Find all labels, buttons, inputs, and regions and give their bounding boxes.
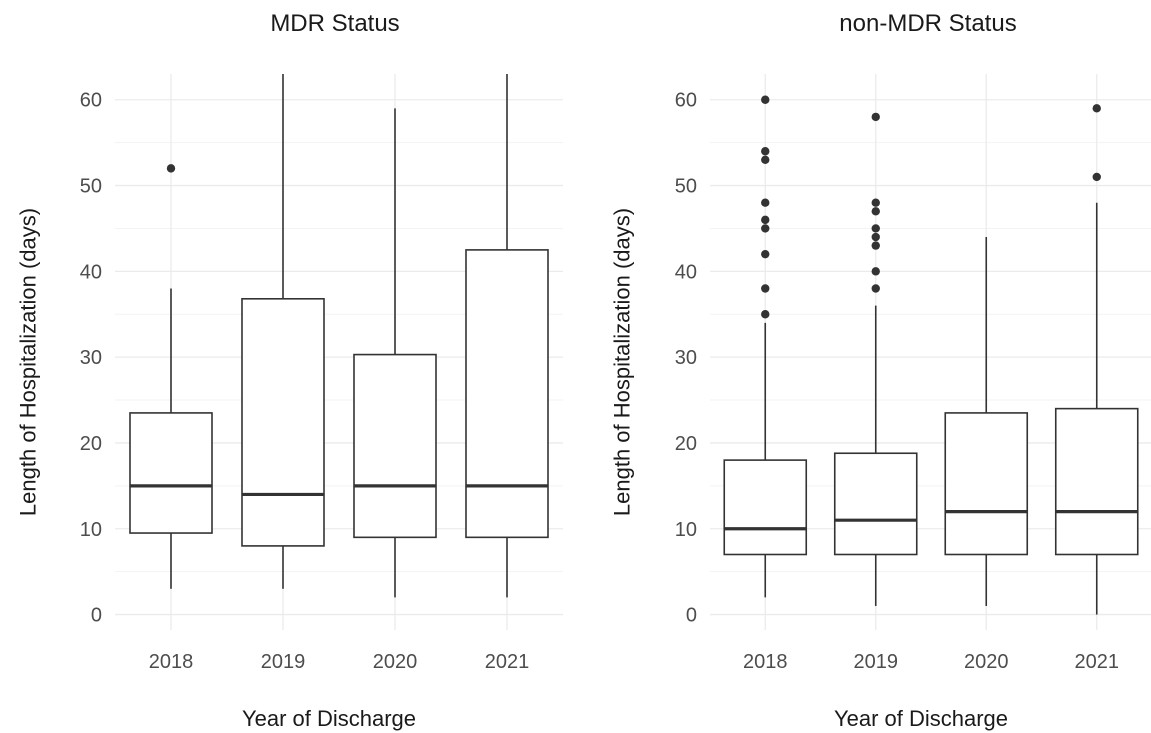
box-iqr	[129, 412, 213, 534]
box-iqr	[1054, 407, 1139, 556]
outlier-point	[871, 284, 880, 293]
x-tick-label: 2020	[373, 651, 418, 673]
outlier-point	[871, 207, 880, 216]
outlier-point	[871, 224, 880, 233]
box-iqr	[465, 249, 549, 539]
box-2018	[723, 95, 808, 598]
y-tick-label: 0	[91, 605, 102, 627]
outlier-point	[761, 95, 770, 104]
y-tick-label: 50	[675, 176, 697, 198]
box-2021	[1054, 104, 1139, 615]
y-axis-title: Length of Hospitalization (days)	[610, 208, 635, 516]
outlier-point	[871, 112, 880, 122]
box-2021	[465, 74, 549, 598]
y-tick-label: 30	[80, 347, 102, 369]
outlier-point	[761, 215, 770, 225]
box-iqr	[833, 452, 918, 556]
panel-non-mdr: 0 10 20 30 40 50 60 2018 2019 2020 2021 non-MDR Sta…	[610, 10, 1151, 731]
outlier-point	[761, 224, 770, 233]
box-2019	[833, 112, 918, 606]
outlier-point	[1092, 104, 1101, 113]
y-tick-label: 60	[80, 90, 102, 112]
y-tick-label: 10	[675, 519, 697, 541]
x-tick-label: 2021	[1075, 651, 1120, 673]
y-tick-label: 60	[675, 90, 697, 112]
x-tick-label: 2020	[964, 651, 1009, 673]
outlier-point	[166, 164, 176, 173]
outlier-point	[1092, 172, 1101, 182]
box-2019	[241, 74, 325, 589]
x-tick-label: 2019	[261, 651, 306, 673]
box-iqr	[353, 353, 437, 539]
box-2020	[353, 108, 437, 598]
outlier-point	[761, 155, 770, 165]
outlier-point	[761, 249, 770, 259]
y-tick-label: 30	[675, 347, 697, 369]
panel-title: MDR Status	[270, 10, 399, 37]
outlier-point	[761, 147, 770, 156]
outlier-point	[871, 267, 880, 276]
box-iqr	[944, 412, 1029, 556]
y-tick-label: 50	[80, 176, 102, 198]
y-tick-label: 0	[686, 605, 697, 627]
panel-title: non-MDR Status	[839, 10, 1016, 37]
outlier-point	[871, 198, 880, 207]
box-iqr	[241, 298, 325, 547]
y-tick-label: 20	[80, 433, 102, 455]
x-tick-label: 2018	[743, 651, 788, 673]
outlier-point	[871, 241, 880, 250]
y-axis-title: Length of Hospitalization (days)	[16, 208, 41, 516]
box-2018	[129, 164, 213, 589]
box-iqr	[723, 459, 808, 556]
y-tick-label: 40	[675, 261, 697, 283]
outlier-point	[761, 198, 770, 207]
y-tick-label: 40	[80, 261, 102, 283]
panel-mdr: 0 10 20 30 40 50 60 2018 2019 2020 2021 MDR Status Y…	[16, 10, 563, 731]
x-axis-title: Year of Discharge	[834, 706, 1008, 731]
y-tick-label: 20	[675, 433, 697, 455]
x-tick-label: 2019	[854, 651, 899, 673]
x-tick-label: 2018	[149, 651, 194, 673]
x-tick-label: 2021	[485, 651, 530, 673]
y-tick-label: 10	[80, 519, 102, 541]
outlier-point	[761, 310, 770, 319]
x-axis-title: Year of Discharge	[242, 706, 416, 731]
outlier-point	[761, 284, 770, 293]
box-2020	[944, 237, 1029, 606]
outlier-point	[871, 232, 880, 242]
